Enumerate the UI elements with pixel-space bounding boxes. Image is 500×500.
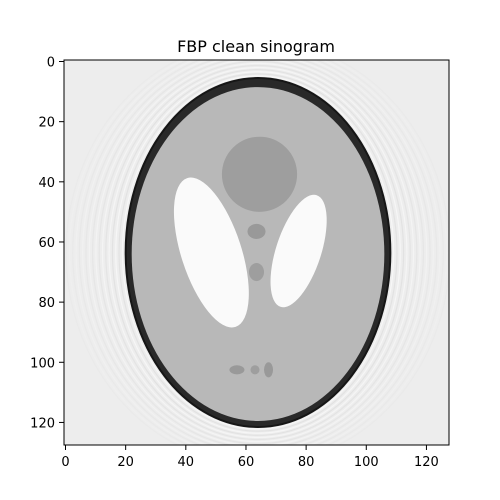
y-tick-label: 20 xyxy=(38,116,55,131)
x-tick-label: 80 xyxy=(298,455,315,470)
x-tick-label: 0 xyxy=(61,455,69,470)
y-tick-label: 120 xyxy=(30,416,55,431)
reconstruction-image xyxy=(64,40,450,464)
y-tick-label: 60 xyxy=(38,236,55,251)
phantom-feature-upper-spot xyxy=(247,224,265,239)
phantom-feature-lower-spot-1 xyxy=(229,365,244,374)
x-axis: 0 20 40 60 80 100 120 xyxy=(61,445,438,470)
x-tick-label: 20 xyxy=(117,455,134,470)
phantom-feature-lower-spot-2 xyxy=(250,365,259,374)
x-tick-label: 60 xyxy=(238,455,255,470)
phantom-feature-upper-central-region xyxy=(222,137,297,212)
y-tick-label: 0 xyxy=(47,56,55,71)
chart-title: FBP clean sinogram xyxy=(177,37,335,56)
x-tick-label: 40 xyxy=(178,455,195,470)
phantom-features xyxy=(126,78,391,427)
y-tick-label: 40 xyxy=(38,176,55,191)
y-tick-label: 80 xyxy=(38,296,55,311)
y-tick-label: 100 xyxy=(30,356,55,371)
x-tick-label: 100 xyxy=(354,455,379,470)
phantom-feature-middle-spot xyxy=(249,263,264,281)
y-axis: 0 20 40 60 80 100 120 xyxy=(30,56,64,432)
x-tick-label: 120 xyxy=(414,455,439,470)
phantom-feature-lower-spot-3 xyxy=(264,362,273,377)
